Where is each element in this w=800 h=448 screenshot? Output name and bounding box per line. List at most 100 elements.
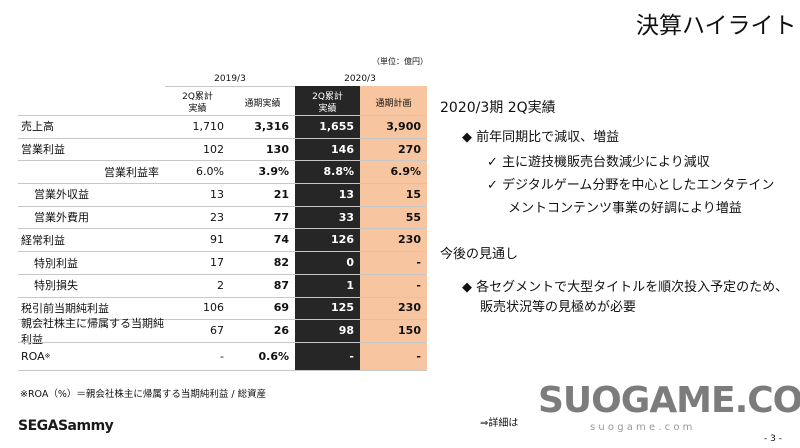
row-label: 営業利益率 [18,160,165,183]
outlook-line: 販売状況等の見極めが必要 [480,300,637,315]
row-rule [18,183,427,184]
point-text: 前年同期比で減収、増益 [476,130,620,145]
unit-note: （単位：億円） [372,57,428,66]
value-cell: 106 [203,301,224,315]
row-label-text: 営業利益率 [104,165,159,179]
row-label-text: 売上高 [21,120,54,134]
value-cell: 6.0% [196,165,224,179]
value-cell: 67 [210,324,224,338]
value-cell: - [416,256,421,270]
detail-link: ⇒詳細は [480,418,519,429]
detail-text: 主に遊技機販売台数減少により減収 [502,155,710,170]
value-cell: 270 [398,142,421,156]
value-cell: 33 [338,210,354,224]
detail-line: ✓ 主に遊技機販売台数減少により減収 [487,155,710,170]
column-header: 通期計画 [375,99,412,109]
value-cell: - [349,349,354,363]
value-cell: 6.9% [390,165,421,179]
value-cell: 0.6% [258,349,289,363]
row-rule [18,251,427,252]
detail-line: ✓ デジタルゲーム分野を中心としたエンタテイン [487,178,775,193]
year-header: 2020/3 [344,74,376,84]
row-label-text: 経常利益 [21,233,65,247]
value-cell: 102 [203,142,224,156]
value-cell: 21 [273,187,289,201]
row-rule [18,206,427,207]
column-header: 2Q累計 [182,92,213,102]
value-cell: 1,710 [192,119,225,133]
watermark: SUOGAME.COM [538,380,800,421]
column-header: 実績 [188,104,207,114]
value-cell: 23 [210,210,224,224]
value-cell: 87 [273,278,289,292]
outlook-line: ◆ 各セグメントで大型タイトルを順次投入予定のため、 [462,280,789,295]
value-cell: 2 [217,278,224,292]
value-cell: 125 [331,301,354,315]
row-label-text: ROA [21,349,45,363]
row-label-text: 特別損失 [34,279,78,293]
row-label: 特別利益 [18,251,165,274]
row-rule [18,160,427,161]
value-cell: 82 [273,256,289,270]
detail-line: メントコンテンツ事業の好調により増益 [508,197,742,216]
row-label: 経常利益 [18,229,165,252]
outlook-heading: 今後の見通し [440,247,519,262]
detail-text: メントコンテンツ事業の好調により増益 [508,201,742,216]
value-cell: 126 [331,233,354,247]
row-label-text: 営業外費用 [34,211,89,225]
row-label: ROA ※ [18,342,165,370]
value-cell: - [416,278,421,292]
outlook-text: 各セグメントで大型タイトルを順次投入予定のため、 [476,280,789,295]
year-header: 2019/3 [214,74,246,84]
logo: SEGASammy [18,418,114,434]
page-number: - 3 - [764,434,782,444]
value-cell: 13 [338,187,354,201]
row-rule [18,228,427,229]
value-cell: - [220,349,224,363]
row-rule [18,370,427,371]
row-rule [18,342,427,343]
row-label: 営業利益 [18,138,165,161]
value-cell: 3,316 [254,119,289,133]
value-cell: 98 [338,324,354,338]
row-rule [18,115,427,116]
value-cell: 3,900 [386,119,421,133]
value-cell: 69 [273,301,289,315]
watermark-small: s u o g a m e . c o m [590,422,693,433]
row-label: 売上高 [18,115,165,138]
value-cell: 130 [266,142,289,156]
row-label-text: 営業外収益 [34,188,89,202]
value-cell: 230 [398,233,421,247]
row-label: 特別損失 [18,274,165,297]
value-cell: 146 [331,142,354,156]
summary-heading: 2020/3期 2Q実績 [440,100,556,116]
row-rule [18,319,427,320]
value-cell: 1,655 [319,119,354,133]
value-cell: 3.9% [258,165,289,179]
value-cell: 17 [210,256,224,270]
value-cell: 13 [210,187,224,201]
row-label: 税引前当期純利益 [18,297,165,320]
row-label-text: 税引前当期純利益 [21,301,109,315]
value-cell: 1 [346,278,354,292]
column-header: 通期実績 [244,99,281,109]
row-rule [18,138,427,139]
row-rule [18,297,427,298]
row-rule [18,274,427,275]
row-label: 親会社株主に帰属する当期純利益 [18,317,165,346]
value-cell: - [416,349,421,363]
value-cell: 0 [346,256,354,270]
value-cell: 77 [273,210,289,224]
summary-point: ◆ 前年同期比で減収、増益 [462,130,620,145]
detail-text: デジタルゲーム分野を中心としたエンタテイン [502,178,775,193]
slide-title: 決算ハイライト [636,13,797,39]
value-cell: 15 [405,187,421,201]
value-cell: 230 [398,301,421,315]
header-rule [165,86,295,87]
value-cell: 150 [398,324,421,338]
value-cell: 91 [210,233,224,247]
row-note: ※ [44,352,51,360]
column-header: 2Q累計 [312,92,343,102]
value-cell: 74 [273,233,289,247]
